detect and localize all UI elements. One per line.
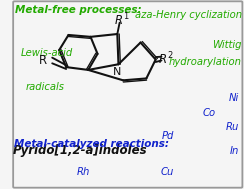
Text: aza-Henry cyclization: aza-Henry cyclization — [134, 10, 242, 20]
Text: Lewis-acid: Lewis-acid — [21, 48, 73, 58]
Text: Cu: Cu — [161, 167, 174, 177]
Text: $R^2$: $R^2$ — [158, 50, 174, 67]
Text: $R^1$: $R^1$ — [114, 12, 130, 28]
Text: Wittig: Wittig — [212, 40, 242, 50]
Text: N: N — [113, 67, 122, 77]
Text: Co: Co — [203, 108, 216, 118]
Text: Metal-catalyzed reactions:: Metal-catalyzed reactions: — [14, 139, 169, 149]
Text: Pd: Pd — [162, 131, 174, 141]
Text: Ni: Ni — [229, 93, 239, 103]
Text: Metal-free processes:: Metal-free processes: — [15, 5, 142, 15]
Text: hydroarylation: hydroarylation — [169, 57, 242, 67]
Text: radicals: radicals — [25, 82, 64, 92]
Text: Pyrido[1,2-a]indoles: Pyrido[1,2-a]indoles — [13, 144, 147, 157]
Text: R: R — [39, 54, 47, 67]
Text: Rh: Rh — [77, 167, 91, 177]
FancyBboxPatch shape — [13, 1, 242, 188]
Text: Ru: Ru — [226, 122, 239, 132]
Text: In: In — [230, 146, 239, 156]
